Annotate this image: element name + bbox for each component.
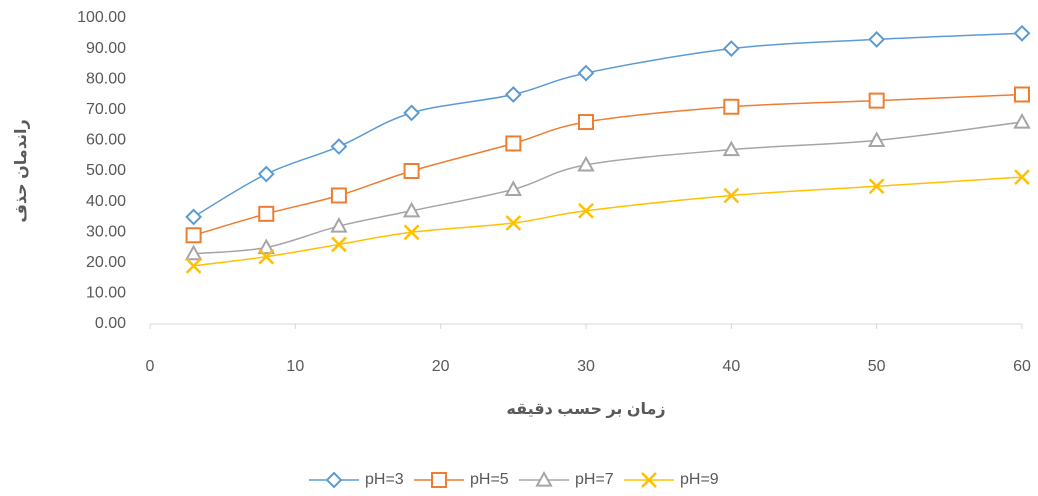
x-tick-label: 0	[146, 358, 155, 375]
legend-marker	[535, 470, 553, 487]
marker	[403, 224, 420, 241]
legend-label: pH=9	[680, 471, 719, 488]
marker	[185, 257, 202, 274]
legend-label: pH=5	[470, 471, 509, 488]
marker	[1013, 112, 1031, 129]
y-tick-label: 50.00	[86, 162, 126, 179]
marker	[402, 201, 421, 218]
marker	[330, 138, 348, 155]
marker	[330, 187, 347, 204]
y-axis-title: راندمان حذف	[13, 119, 30, 222]
legend-marker	[431, 472, 447, 488]
marker	[403, 163, 420, 179]
marker	[1013, 24, 1031, 42]
marker	[504, 86, 522, 103]
marker	[577, 155, 595, 172]
marker	[258, 205, 275, 222]
marker	[185, 227, 202, 244]
x-axis-title: زمان بر حسب دقیقه	[506, 401, 665, 418]
y-tick-label: 90.00	[86, 40, 126, 57]
series-line	[193, 121, 1023, 255]
y-tick-label: 20.00	[86, 254, 126, 271]
marker	[868, 92, 885, 109]
marker	[505, 135, 522, 152]
marker	[331, 236, 347, 253]
x-tick-label: 10	[286, 358, 304, 375]
marker	[578, 202, 594, 219]
marker	[1014, 86, 1030, 103]
y-tick-label: 60.00	[86, 132, 126, 149]
legend-label: pH=7	[575, 471, 614, 488]
marker	[257, 238, 275, 255]
x-tick-label: 40	[722, 358, 740, 375]
marker	[868, 31, 886, 48]
y-tick-label: 70.00	[86, 101, 126, 118]
marker	[867, 131, 886, 147]
marker	[258, 248, 275, 265]
marker	[868, 178, 885, 195]
y-tick-label: 30.00	[86, 223, 126, 240]
marker	[577, 64, 595, 82]
marker	[723, 187, 740, 204]
x-tick-label: 50	[868, 358, 886, 375]
marker	[403, 104, 421, 122]
marker	[505, 215, 522, 231]
series-line	[193, 176, 1023, 267]
marker	[185, 208, 203, 226]
marker	[722, 40, 740, 58]
series-line	[193, 93, 1023, 236]
legend-marker	[325, 471, 343, 489]
y-tick-label: 10.00	[86, 285, 126, 302]
y-tick-label: 100.00	[77, 9, 126, 26]
marker	[184, 244, 203, 261]
marker	[722, 140, 741, 157]
marker	[504, 180, 523, 196]
x-tick-label: 30	[577, 358, 595, 375]
marker	[723, 98, 740, 115]
y-tick-label: 0.00	[95, 315, 126, 332]
y-tick-label: 80.00	[86, 70, 126, 87]
legend-marker	[641, 472, 657, 488]
series-line	[193, 32, 1023, 218]
x-tick-label: 20	[432, 358, 450, 375]
marker	[257, 165, 275, 183]
marker	[578, 114, 594, 131]
marker	[1014, 169, 1030, 186]
y-tick-label: 40.00	[86, 193, 126, 210]
marker	[330, 217, 348, 233]
legend-label: pH=3	[365, 471, 404, 488]
x-tick-label: 60	[1013, 358, 1031, 375]
